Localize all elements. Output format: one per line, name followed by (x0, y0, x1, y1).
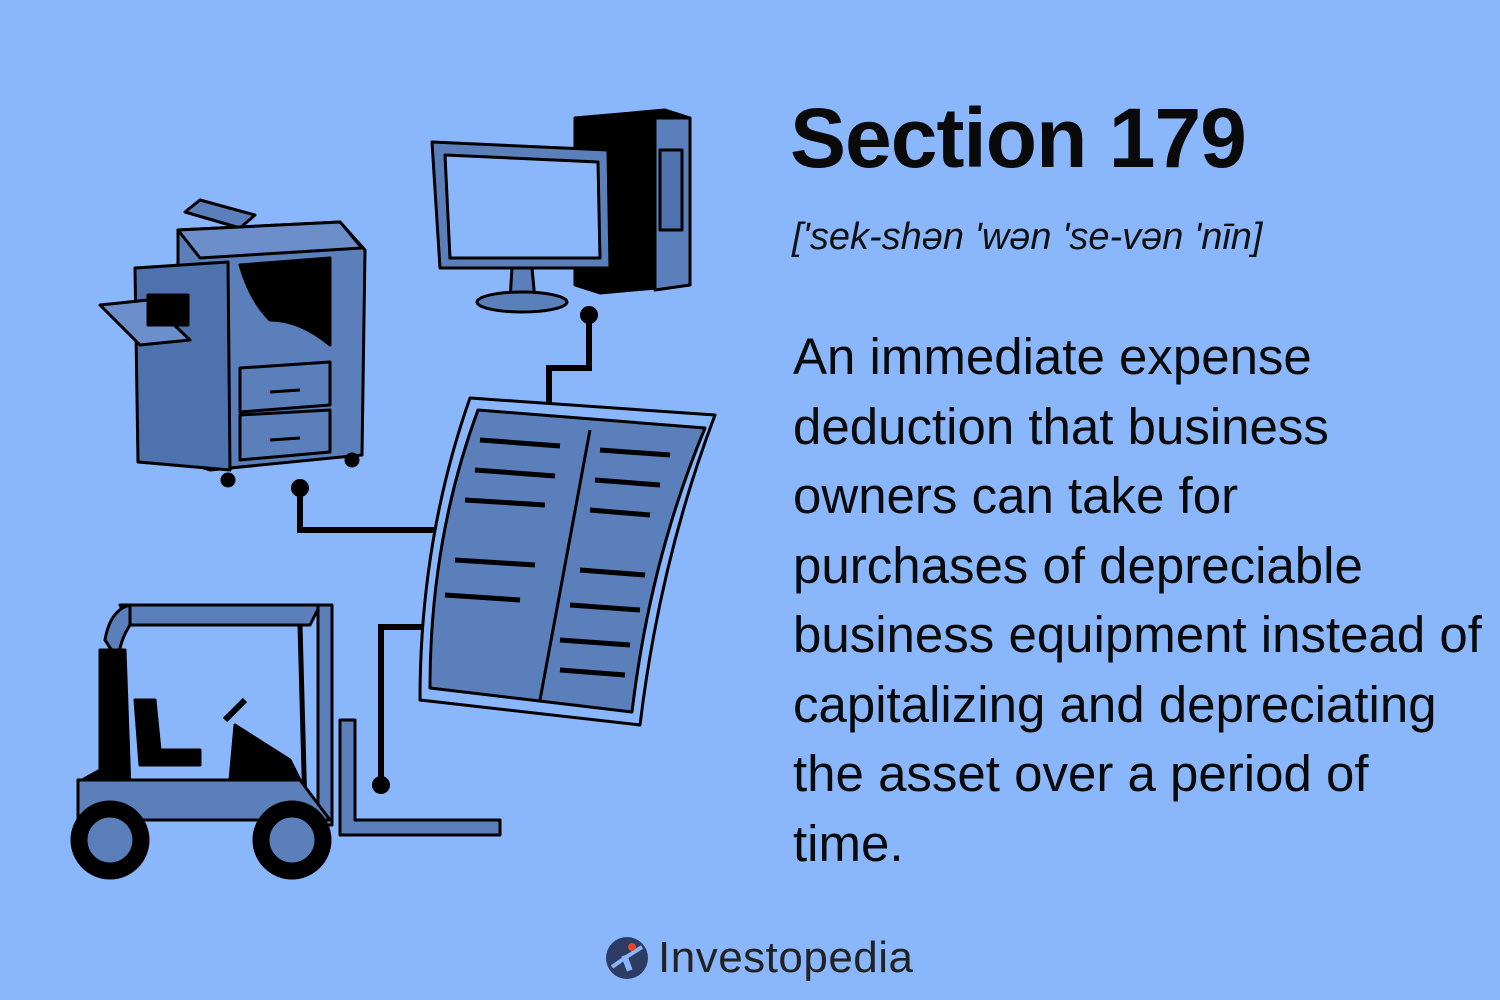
brand-name: Investopedia (658, 933, 914, 982)
copier-icon (98, 198, 367, 488)
forklift-icon (70, 603, 502, 880)
computer-icon (430, 108, 692, 314)
definition-text: An immediate expense deduction that busi… (793, 328, 1482, 872)
pronunciation: ['sek-shən 'wən 'se-vən 'nīn] (792, 216, 1263, 258)
spreadsheet-document-icon (418, 396, 717, 727)
brand-logo: Investopedia (604, 930, 914, 986)
page-title: Section 179 (790, 91, 1247, 185)
investopedia-logo-icon (606, 937, 648, 979)
business-equipment-illustration (70, 108, 717, 880)
